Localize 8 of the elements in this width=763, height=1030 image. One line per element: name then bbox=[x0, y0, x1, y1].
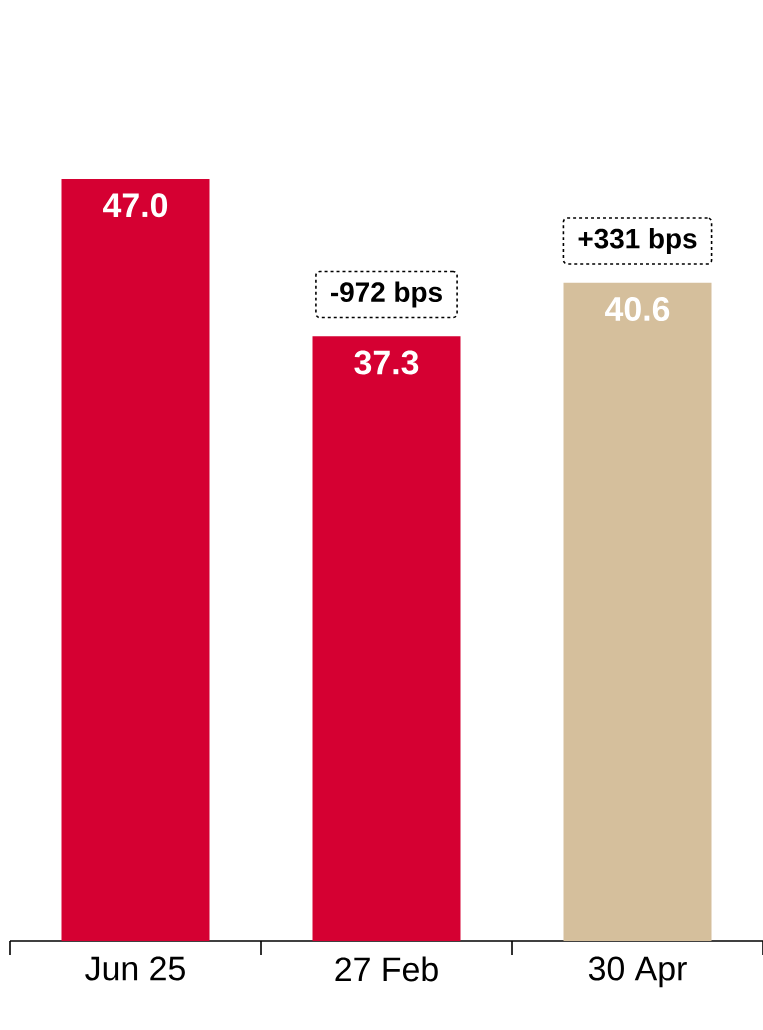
x-tick-label: 30 Apr bbox=[588, 956, 687, 988]
annotation: +331 bps bbox=[578, 228, 697, 255]
data-label: 37.3 bbox=[354, 350, 419, 375]
x-tick-label: 27 Feb bbox=[335, 956, 438, 982]
annotation: -972 bps bbox=[331, 281, 442, 308]
data-label: 40.6 bbox=[605, 297, 670, 322]
data-label: 47.0 bbox=[103, 193, 168, 218]
x-tick-label: Jun 25 bbox=[85, 956, 185, 981]
